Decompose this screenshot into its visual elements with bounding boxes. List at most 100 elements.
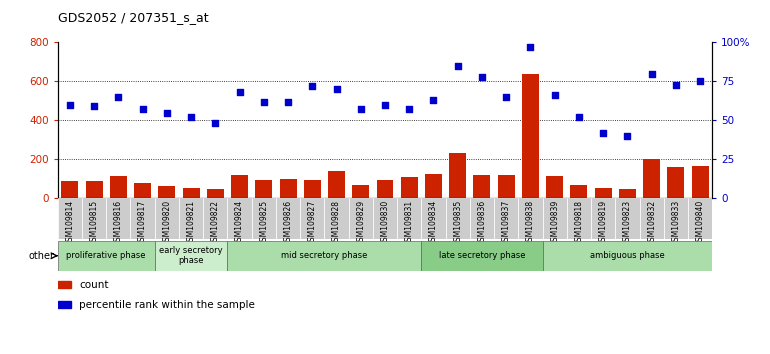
Bar: [106, 198, 130, 239]
Bar: [446, 198, 470, 239]
Bar: [543, 241, 712, 271]
Point: [88, 103, 100, 109]
Text: mid secretory phase: mid secretory phase: [281, 251, 367, 260]
Text: count: count: [79, 280, 109, 290]
Bar: [688, 198, 712, 239]
Text: GSM109819: GSM109819: [598, 200, 608, 246]
Text: other: other: [28, 251, 54, 261]
Text: GSM109824: GSM109824: [235, 200, 244, 246]
Text: GSM109840: GSM109840: [695, 200, 705, 246]
Text: GSM109835: GSM109835: [454, 200, 462, 246]
Bar: [182, 188, 199, 198]
Point: [500, 94, 512, 100]
Bar: [571, 185, 588, 198]
Bar: [400, 177, 417, 198]
Bar: [643, 159, 660, 198]
Point: [161, 110, 173, 115]
Text: GSM109834: GSM109834: [429, 200, 438, 246]
Bar: [640, 198, 664, 239]
Bar: [349, 198, 373, 239]
Bar: [421, 198, 446, 239]
Point: [209, 121, 222, 126]
Text: GSM109820: GSM109820: [162, 200, 172, 246]
Bar: [546, 176, 563, 198]
Point: [451, 63, 464, 69]
Bar: [155, 198, 179, 239]
Text: percentile rank within the sample: percentile rank within the sample: [79, 300, 255, 310]
Point: [258, 99, 270, 104]
Point: [112, 94, 125, 100]
Text: GSM109827: GSM109827: [308, 200, 316, 246]
Text: GSM109818: GSM109818: [574, 200, 584, 246]
Text: GSM109822: GSM109822: [211, 200, 219, 246]
Point: [548, 93, 561, 98]
Bar: [591, 198, 615, 239]
Point: [476, 74, 488, 80]
Text: GDS2052 / 207351_s_at: GDS2052 / 207351_s_at: [58, 11, 209, 24]
Bar: [543, 198, 567, 239]
Bar: [58, 241, 155, 271]
Bar: [691, 166, 708, 198]
Text: early secretory
phase: early secretory phase: [159, 246, 223, 266]
Point: [282, 99, 294, 104]
Point: [694, 79, 706, 84]
Bar: [470, 198, 494, 239]
Text: GSM109817: GSM109817: [138, 200, 147, 246]
Bar: [474, 175, 490, 198]
Bar: [664, 198, 688, 239]
Text: GSM109828: GSM109828: [332, 200, 341, 246]
Text: proliferative phase: proliferative phase: [66, 251, 146, 260]
Bar: [227, 241, 421, 271]
Text: GSM109838: GSM109838: [526, 200, 535, 246]
Point: [136, 107, 149, 112]
Bar: [58, 281, 71, 288]
Bar: [518, 198, 543, 239]
Bar: [497, 175, 514, 198]
Point: [330, 86, 343, 92]
Text: GSM109815: GSM109815: [89, 200, 99, 246]
Bar: [373, 198, 397, 239]
Bar: [449, 154, 466, 198]
Bar: [615, 198, 640, 239]
Bar: [256, 180, 273, 198]
Bar: [421, 241, 543, 271]
Text: GSM109837: GSM109837: [502, 200, 511, 246]
Text: late secretory phase: late secretory phase: [439, 251, 525, 260]
Text: GSM109821: GSM109821: [186, 200, 196, 246]
Bar: [85, 181, 102, 198]
Bar: [159, 185, 176, 198]
Point: [64, 102, 76, 108]
Bar: [567, 198, 591, 239]
Point: [524, 44, 537, 50]
Point: [233, 90, 246, 95]
Text: ambiguous phase: ambiguous phase: [590, 251, 665, 260]
Text: GSM109836: GSM109836: [477, 200, 487, 246]
Bar: [304, 180, 321, 198]
Point: [670, 82, 682, 87]
Point: [403, 107, 415, 112]
Text: GSM109826: GSM109826: [283, 200, 293, 246]
Bar: [328, 171, 345, 198]
Point: [621, 133, 634, 139]
Bar: [594, 188, 611, 198]
Text: GSM109825: GSM109825: [259, 200, 268, 246]
Bar: [130, 198, 155, 239]
Bar: [324, 198, 349, 239]
Bar: [58, 198, 82, 239]
Point: [573, 114, 585, 120]
Bar: [280, 179, 296, 198]
Text: GSM109816: GSM109816: [114, 200, 123, 246]
Bar: [353, 185, 370, 198]
Bar: [425, 174, 442, 198]
Bar: [300, 198, 324, 239]
Bar: [252, 198, 276, 239]
Point: [306, 83, 319, 89]
Text: GSM109814: GSM109814: [65, 200, 75, 246]
Text: GSM109839: GSM109839: [551, 200, 559, 246]
Text: GSM109832: GSM109832: [647, 200, 656, 246]
Bar: [227, 198, 252, 239]
Point: [355, 107, 367, 112]
Point: [379, 102, 391, 108]
Bar: [619, 189, 636, 198]
Text: GSM109831: GSM109831: [405, 200, 413, 246]
